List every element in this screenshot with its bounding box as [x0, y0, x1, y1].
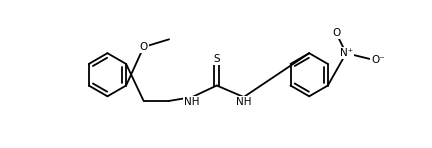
- Text: O: O: [332, 28, 340, 38]
- Text: NH: NH: [184, 97, 200, 107]
- Text: N⁺: N⁺: [340, 48, 353, 58]
- Text: NH: NH: [236, 97, 251, 107]
- Text: S: S: [213, 54, 220, 64]
- Text: O⁻: O⁻: [372, 55, 385, 65]
- Text: O: O: [140, 42, 148, 52]
